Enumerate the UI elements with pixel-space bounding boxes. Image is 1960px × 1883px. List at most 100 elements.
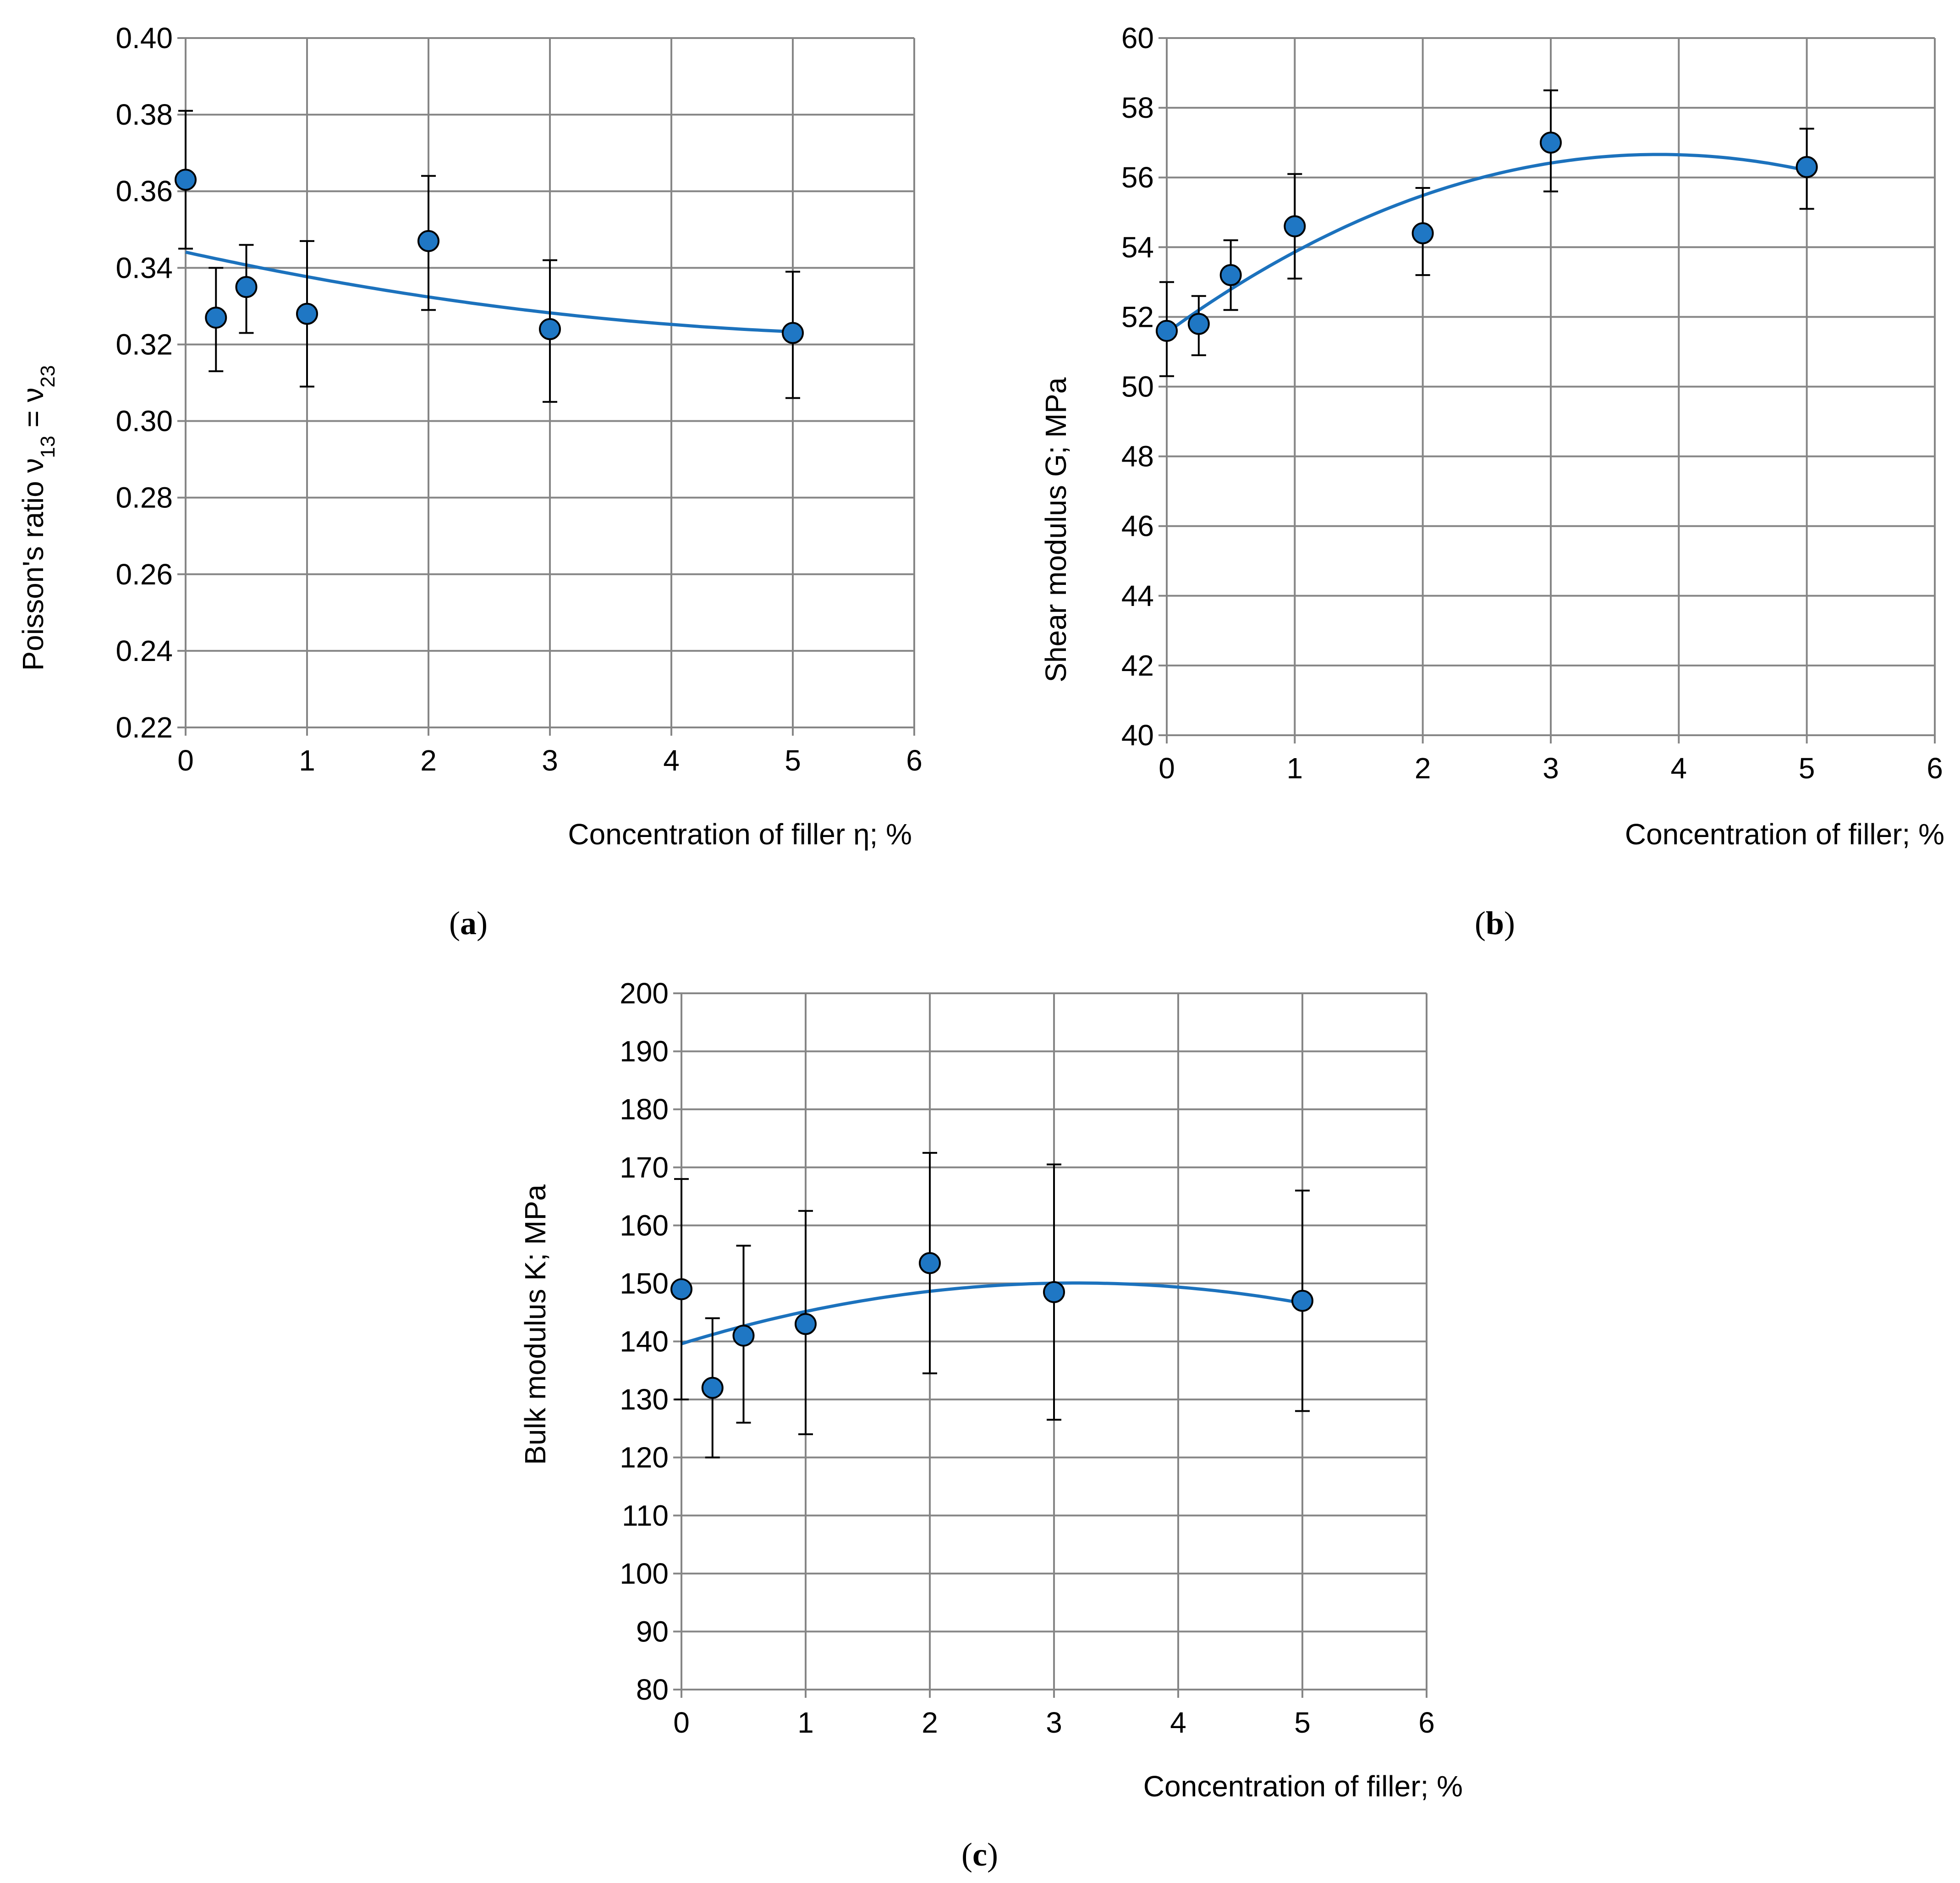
x-tick-label: 1 <box>797 1706 814 1739</box>
chart-panel-c: 80 90 100 110 120 130 140 150 160 170 180 190 200 0 1 2… <box>519 977 1463 1873</box>
y-axis-title-main: Poisson's ratio ν <box>16 458 49 671</box>
y-tick-label: 130 <box>620 1383 669 1416</box>
y-tick-label: 140 <box>620 1325 669 1358</box>
grid-lines <box>177 37 915 736</box>
y-axis-title-sub2: 23 <box>37 365 59 388</box>
data-point <box>205 306 227 329</box>
y-tick-label: 40 <box>1121 719 1154 752</box>
x-tick-label: 4 <box>1671 752 1687 785</box>
y-tick-label: 200 <box>620 977 669 1010</box>
data-points <box>175 169 804 344</box>
y-tick-label: 44 <box>1121 579 1154 612</box>
trend-line-layer <box>1165 153 1807 334</box>
x-tick-label: 0 <box>1158 752 1175 785</box>
trend-line <box>681 1281 1303 1345</box>
x-tick-label: 5 <box>1799 752 1815 785</box>
x-tick-label: 4 <box>663 744 680 777</box>
y-tick-label: 0.22 <box>115 711 173 744</box>
data-point <box>175 169 197 191</box>
x-tick-label: 0 <box>673 1706 690 1739</box>
y-tick-label: 0.40 <box>115 22 173 55</box>
x-axis-title: Concentration of filler η; % <box>568 818 912 851</box>
x-tick-label: 2 <box>922 1706 938 1739</box>
y-axis-title: Shear modulus G; MPa <box>1039 377 1072 683</box>
y-tick-label: 0.24 <box>115 634 173 667</box>
y-tick-label: 0.30 <box>115 405 173 438</box>
y-tick-label: 0.36 <box>115 175 173 208</box>
data-point <box>1043 1281 1065 1303</box>
trend-line <box>185 250 793 334</box>
y-tick-label: 0.26 <box>115 558 173 591</box>
x-axis-title: Concentration of filler; % <box>1143 1770 1463 1803</box>
y-axis-title-mid: = ν <box>16 388 49 436</box>
tick-labels: 80 90 100 110 120 130 140 150 160 170 180 190 200 0 1 2… <box>620 977 1435 1739</box>
data-points <box>1156 132 1818 342</box>
x-tick-label: 3 <box>542 744 558 777</box>
y-tick-label: 0.32 <box>115 328 173 361</box>
data-point <box>919 1252 941 1274</box>
trend-line <box>1165 153 1807 334</box>
x-tick-label: 2 <box>420 744 437 777</box>
panel-caption: (b) <box>1475 905 1515 942</box>
data-point <box>417 230 439 252</box>
data-points <box>670 1252 1313 1399</box>
y-tick-label: 180 <box>620 1093 669 1126</box>
y-tick-label: 150 <box>620 1267 669 1300</box>
x-tick-label: 2 <box>1415 752 1431 785</box>
y-tick-label: 0.34 <box>115 251 173 284</box>
x-tick-label: 3 <box>1543 752 1559 785</box>
y-tick-label: 90 <box>636 1615 669 1648</box>
x-tick-label: 5 <box>785 744 801 777</box>
y-tick-label: 50 <box>1121 370 1154 403</box>
y-tick-label: 52 <box>1121 300 1154 333</box>
data-point <box>732 1324 755 1347</box>
y-tick-label: 60 <box>1121 22 1154 55</box>
y-axis-title: Poisson's ratio ν13 = ν23 <box>16 365 59 671</box>
data-point <box>1540 132 1562 154</box>
data-point <box>701 1376 724 1399</box>
tick-labels: 0.22 0.24 0.26 0.28 0.30 0.32 0.34 0.36 0.38 0.40… <box>115 22 922 777</box>
panel-caption: (c) <box>961 1836 998 1873</box>
data-point <box>1411 222 1434 244</box>
y-axis-title: Bulk modulus K; MPa <box>519 1184 552 1465</box>
y-tick-label: 0.28 <box>115 481 173 514</box>
panel-caption-letter: a <box>460 905 477 942</box>
y-tick-label: 170 <box>620 1151 669 1184</box>
data-point <box>1284 215 1306 237</box>
trend-line-layer <box>185 250 793 334</box>
y-tick-label: 0.38 <box>115 98 173 131</box>
data-point <box>235 276 258 298</box>
x-axis-title: Concentration of filler; % <box>1625 818 1944 851</box>
y-tick-label: 46 <box>1121 510 1154 543</box>
panel-caption: (a) <box>449 905 488 942</box>
panel-caption-letter: b <box>1486 905 1504 942</box>
error-bars <box>1159 89 1814 377</box>
data-point <box>1187 313 1210 335</box>
y-tick-label: 100 <box>620 1557 669 1590</box>
grid-lines <box>673 992 1427 1698</box>
y-axis-title-sub1: 13 <box>37 435 59 458</box>
data-point <box>795 1313 817 1335</box>
error-bars <box>178 110 800 403</box>
data-point <box>1219 264 1242 286</box>
data-point <box>1291 1289 1313 1312</box>
error-bars <box>674 1152 1310 1459</box>
chart-panel-a: 0.22 0.24 0.26 0.28 0.30 0.32 0.34 0.36 0.38 0.40… <box>16 22 922 942</box>
x-tick-label: 0 <box>177 744 194 777</box>
x-tick-label: 6 <box>906 744 922 777</box>
y-tick-label: 48 <box>1121 440 1154 473</box>
y-tick-label: 58 <box>1121 91 1154 124</box>
x-tick-label: 1 <box>299 744 315 777</box>
x-tick-label: 3 <box>1046 1706 1062 1739</box>
x-tick-label: 5 <box>1294 1706 1311 1739</box>
data-point <box>1795 156 1818 178</box>
y-tick-label: 160 <box>620 1209 669 1242</box>
data-point <box>782 322 804 344</box>
y-tick-label: 110 <box>622 1499 669 1532</box>
panel-caption-letter: c <box>972 1836 987 1873</box>
x-tick-label: 6 <box>1927 752 1943 785</box>
data-point <box>296 303 318 325</box>
